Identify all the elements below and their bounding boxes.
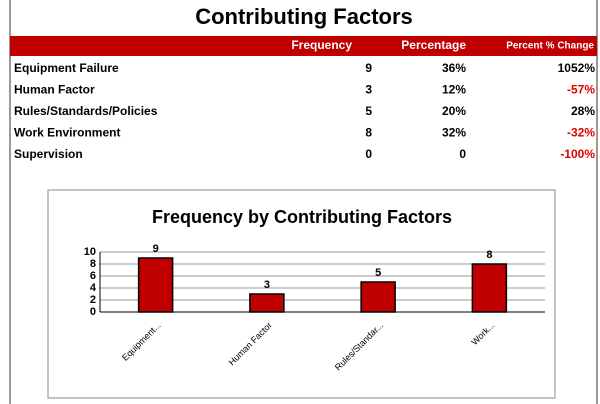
cell: 32%: [442, 126, 466, 140]
data-label: 8: [486, 249, 492, 261]
bar: [137, 257, 174, 313]
column-header: Percent % Change: [506, 41, 594, 52]
bar: [249, 293, 285, 313]
cell: 20%: [442, 104, 466, 118]
y-tick-label: 6: [90, 270, 96, 282]
bar: [471, 263, 508, 313]
cell: -100%: [560, 147, 595, 161]
cell: 36%: [442, 61, 466, 75]
row-label: Supervision: [14, 147, 83, 161]
y-tick-label: 4: [90, 282, 97, 294]
data-label: 3: [264, 279, 270, 291]
header-band: [10, 36, 597, 56]
y-tick-label: 10: [84, 246, 96, 258]
chart-frame: [47, 189, 556, 399]
chart-title: Frequency by Contributing Factors: [152, 207, 452, 227]
bar: [360, 281, 396, 313]
data-label: 9: [153, 243, 159, 255]
y-tick-label: 0: [90, 306, 96, 318]
sheet-title: Contributing Factors: [195, 4, 413, 29]
column-header: Frequency: [291, 38, 352, 52]
y-tick-label: 8: [90, 258, 96, 270]
data-label: 5: [375, 267, 381, 279]
cell: -57%: [567, 83, 595, 97]
row-label: Work Environment: [14, 126, 120, 140]
cell: 3: [365, 83, 372, 97]
row-label: Equipment Failure: [14, 61, 119, 75]
cell: 0: [365, 147, 372, 161]
row-label: Human Factor: [14, 83, 95, 97]
column-header: Percentage: [401, 38, 466, 52]
row-label: Rules/Standards/Policies: [14, 104, 158, 118]
cell: 12%: [442, 83, 466, 97]
cell: -32%: [567, 126, 595, 140]
cell: 9: [365, 61, 372, 75]
cell: 28%: [571, 104, 595, 118]
cell: 1052%: [558, 61, 596, 75]
cell: 5: [365, 104, 372, 118]
cell: 0: [459, 147, 466, 161]
cell: 8: [365, 126, 372, 140]
y-tick-label: 2: [90, 294, 96, 306]
